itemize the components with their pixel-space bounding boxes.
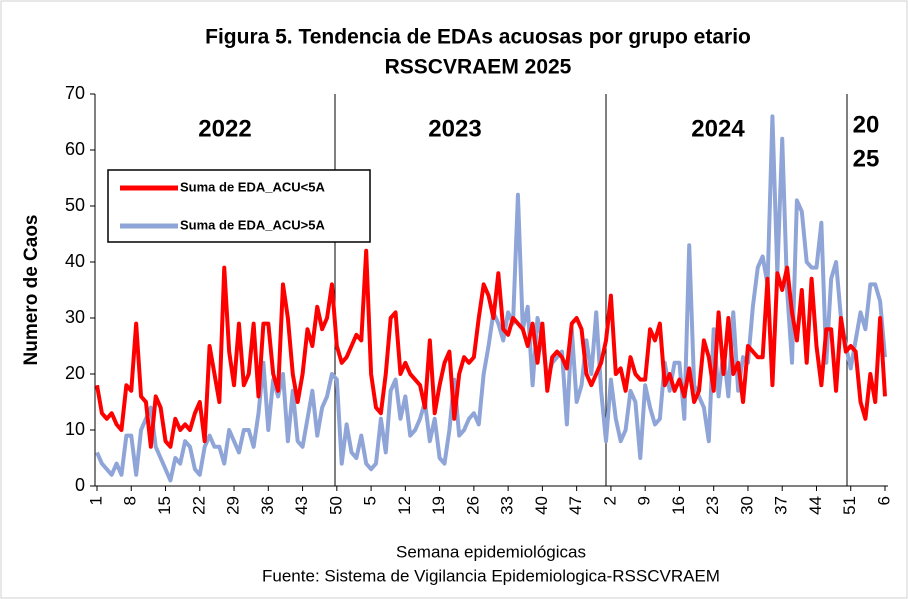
- x-tick-label: 30: [737, 496, 756, 515]
- y-axis-label: Numero de Caos: [21, 215, 42, 366]
- x-tick-label: 6: [874, 496, 893, 505]
- x-tick-label: 47: [566, 496, 585, 515]
- source: Fuente: Sistema de Vigilancia Epidemiolo…: [262, 566, 720, 585]
- y-tick-label: 30: [65, 307, 85, 327]
- x-tick-label: 22: [189, 496, 208, 515]
- x-tick-label: 26: [463, 496, 482, 515]
- x-tick-label: 33: [498, 496, 517, 515]
- chart-title: RSSCVRAEM 2025: [385, 56, 572, 79]
- x-tick-label: 29: [224, 496, 243, 515]
- x-tick-label: 44: [806, 496, 825, 515]
- x-tick-label: 51: [840, 496, 859, 515]
- x-axis-label: Semana epidemiológicas: [396, 542, 586, 561]
- year-label: 2024: [691, 115, 745, 142]
- y-tick-label: 0: [75, 475, 85, 495]
- x-tick-label: 23: [703, 496, 722, 515]
- y-tick-label: 20: [65, 363, 85, 383]
- x-tick-label: 1: [86, 496, 105, 505]
- y-tick-label: 10: [65, 419, 85, 439]
- y-tick-label: 70: [65, 83, 85, 103]
- year-label: 25: [853, 145, 880, 172]
- x-tick-label: 37: [772, 496, 791, 515]
- x-tick-label: 15: [155, 496, 174, 515]
- legend-label: Suma de EDA_ACU>5A: [180, 217, 325, 232]
- x-tick-label: 40: [532, 496, 551, 515]
- chart-title: Figura 5. Tendencia de EDAs acuosas por …: [205, 26, 751, 49]
- year-label: 2023: [428, 115, 481, 142]
- x-tick-label: 16: [669, 496, 688, 515]
- series-line: [95, 248, 887, 449]
- series-line: [95, 114, 887, 483]
- x-tick-label: 12: [395, 496, 414, 515]
- legend-label: Suma de EDA_ACU<5A: [180, 179, 325, 194]
- x-tick-label: 43: [292, 496, 311, 515]
- x-tick-label: 2: [600, 496, 619, 505]
- x-tick-label: 50: [326, 496, 345, 515]
- legend-box: [107, 169, 371, 243]
- x-tick-label: 36: [258, 496, 277, 515]
- x-tick-label: 5: [361, 496, 380, 505]
- x-tick-label: 9: [635, 496, 654, 505]
- y-tick-label: 40: [65, 251, 85, 271]
- year-label: 20: [853, 111, 880, 138]
- year-label: 2022: [198, 115, 251, 142]
- x-tick-label: 19: [429, 496, 448, 515]
- y-tick-label: 50: [65, 195, 85, 215]
- y-tick-label: 60: [65, 139, 85, 159]
- x-tick-label: 8: [121, 496, 140, 505]
